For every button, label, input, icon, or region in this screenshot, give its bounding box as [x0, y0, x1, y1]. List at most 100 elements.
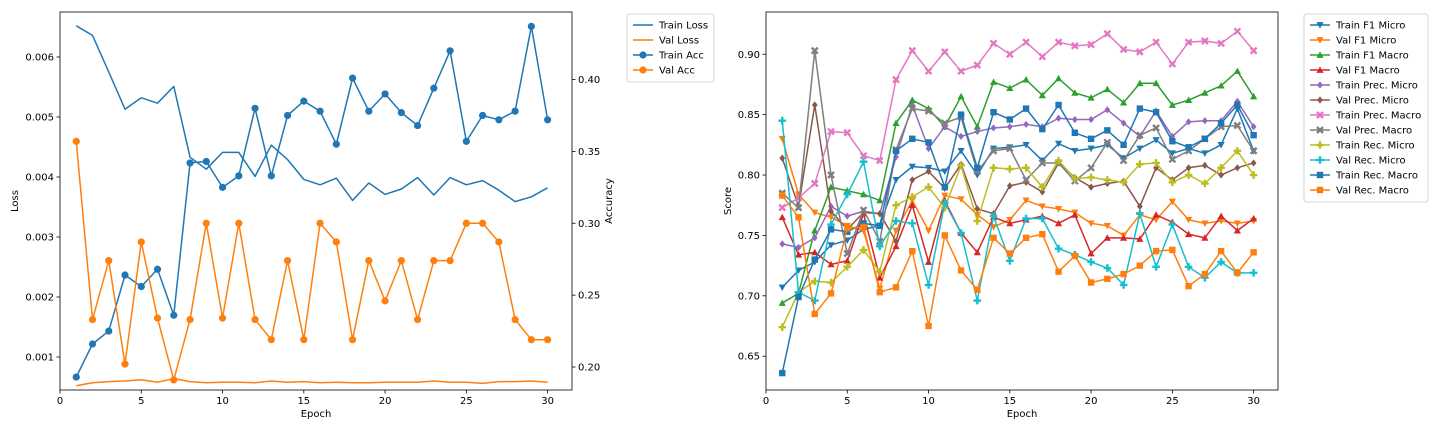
data-point: [778, 213, 786, 221]
x-tick-label: 0: [57, 396, 63, 407]
data-point: [843, 190, 852, 199]
data-point: [348, 74, 357, 82]
data-point: [413, 121, 422, 130]
data-point: [1038, 203, 1046, 211]
data-point: [925, 139, 932, 146]
data-point: [1250, 123, 1257, 131]
data-point: [1169, 138, 1176, 145]
legend-item-label: Train F1 Micro: [1335, 21, 1405, 32]
y-tick-label: 0.005: [25, 113, 54, 124]
data-point: [909, 247, 916, 255]
data-point: [811, 248, 819, 256]
data-point: [909, 135, 916, 143]
plot-area: [72, 22, 552, 387]
data-point: [88, 315, 97, 324]
data-point: [827, 290, 835, 297]
data-point: [1104, 275, 1111, 283]
data-point: [1184, 38, 1193, 47]
data-point: [778, 284, 786, 291]
data-point: [989, 145, 998, 153]
data-point: [909, 176, 916, 184]
data-point: [511, 315, 519, 324]
x-tick-label: 20: [1085, 396, 1098, 407]
legend-item-label: Val Acc: [659, 66, 695, 77]
data-point: [1103, 176, 1112, 184]
legend-item-label: Train F1 Macro: [1335, 51, 1409, 62]
data-point: [925, 167, 932, 176]
data-point: [1088, 115, 1094, 124]
x-tick-label: 0: [763, 396, 769, 407]
data-point: [1217, 258, 1225, 266]
data-point: [72, 137, 80, 145]
data-point: [1119, 98, 1128, 106]
y-tick-label: 0.75: [738, 231, 760, 242]
data-point: [1006, 123, 1013, 131]
data-point: [778, 203, 787, 212]
data-point: [1152, 137, 1160, 144]
series-val-rec-macro: [779, 192, 1257, 330]
legend-marker: [1316, 37, 1324, 44]
data-point: [121, 360, 129, 368]
data-point: [316, 219, 324, 227]
data-point: [924, 281, 933, 289]
data-point: [1233, 121, 1242, 130]
data-point: [1120, 141, 1127, 149]
data-point: [1038, 159, 1047, 167]
data-point: [332, 238, 340, 246]
legend-frame: [1303, 13, 1429, 203]
legend-item-label: Train Loss: [658, 21, 708, 32]
x-tick-label: 20: [379, 396, 392, 407]
data-point: [1217, 82, 1225, 89]
data-point: [989, 78, 998, 85]
data-point: [1038, 52, 1047, 61]
data-point: [1120, 270, 1127, 278]
data-point: [1055, 114, 1062, 122]
data-point: [1119, 178, 1128, 187]
data-point: [1136, 262, 1144, 269]
legend-marker: [1316, 22, 1324, 29]
data-point: [940, 199, 949, 207]
data-point: [1152, 159, 1160, 167]
data-point: [876, 210, 883, 218]
data-point: [973, 123, 981, 130]
data-point: [1218, 171, 1224, 179]
data-point: [779, 369, 786, 377]
data-point: [1087, 249, 1095, 257]
data-point: [332, 140, 340, 148]
data-point: [1038, 157, 1046, 165]
data-point: [876, 196, 884, 204]
data-point: [1119, 156, 1128, 165]
chart-panel-1: 0 5 10 15 20 25 30 0.001 0.002 0.003 0.004 0.005 0.0…: [10, 11, 715, 420]
data-point: [924, 107, 933, 115]
data-point: [892, 201, 900, 210]
legend-item-label: Train Rec. Micro: [1335, 141, 1415, 152]
data-point: [186, 315, 194, 324]
legend-marker: [1316, 111, 1324, 119]
y2-tick-label: 0.25: [578, 291, 600, 302]
data-point: [1087, 145, 1095, 153]
data-point: [1006, 219, 1014, 227]
data-point: [811, 209, 819, 217]
data-point: [1185, 118, 1192, 126]
data-point: [1039, 231, 1046, 238]
series-line: [782, 100, 1255, 249]
data-point: [860, 220, 867, 227]
data-point: [1201, 89, 1209, 96]
data-point: [957, 196, 965, 203]
data-point: [794, 203, 803, 212]
data-point: [121, 271, 129, 279]
series-val-acc: [72, 137, 552, 384]
data-point: [1233, 67, 1241, 75]
data-point: [202, 157, 210, 166]
data-point: [941, 168, 949, 176]
data-point: [170, 376, 178, 384]
series-val-loss: [76, 377, 548, 387]
data-point: [974, 286, 981, 293]
data-point: [397, 109, 405, 117]
data-point: [479, 111, 487, 120]
legend-frame: [626, 13, 715, 83]
data-point: [495, 238, 503, 246]
data-point: [875, 242, 884, 251]
y-tick-label: 0.004: [25, 173, 54, 184]
legend-item-label: Val Rec. Micro: [1336, 156, 1406, 167]
